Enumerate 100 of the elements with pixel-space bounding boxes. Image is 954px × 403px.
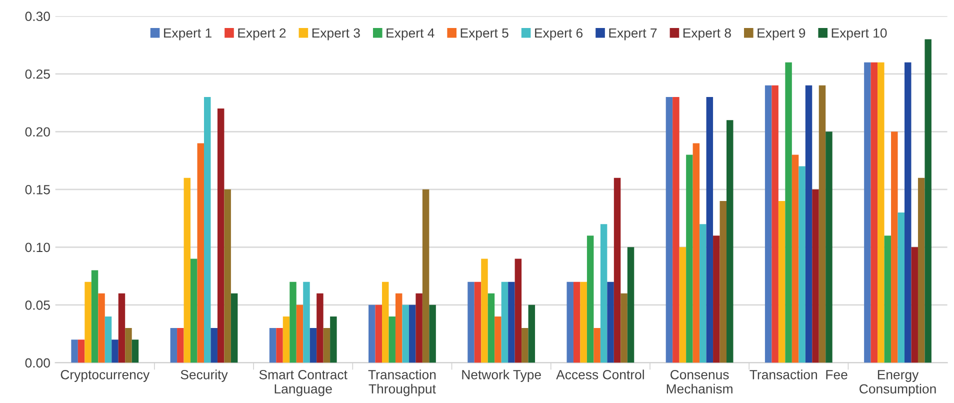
bar <box>170 328 178 363</box>
legend-label: Expert 10 <box>832 28 887 40</box>
bar <box>416 293 422 363</box>
bar <box>911 247 918 363</box>
bar <box>276 328 283 363</box>
bar <box>826 132 832 363</box>
bar <box>566 282 574 363</box>
bar <box>190 258 198 363</box>
bar <box>528 304 536 363</box>
bar <box>812 189 819 363</box>
bar <box>375 304 382 363</box>
legend-label: Expert 8 <box>683 28 731 40</box>
bar <box>884 236 892 363</box>
bar <box>282 316 290 363</box>
bar <box>84 282 92 363</box>
y-tick-label: 0.25 <box>25 69 50 79</box>
y-tick-label: 0.30 <box>25 12 50 22</box>
bar <box>686 154 693 363</box>
bar <box>132 340 139 363</box>
bar <box>798 166 806 363</box>
bar <box>713 236 720 363</box>
bar <box>429 304 436 363</box>
bar <box>700 224 706 363</box>
bar <box>586 236 594 363</box>
x-tick-label: Transaction Fee <box>750 370 848 380</box>
bar <box>217 108 224 363</box>
bar <box>112 340 118 363</box>
bar <box>422 189 430 363</box>
bar <box>600 224 608 363</box>
legend-label: Expert 9 <box>758 28 806 40</box>
bar <box>494 316 502 363</box>
bar <box>408 304 416 363</box>
bar <box>764 85 772 363</box>
legend-label: Expert 1 <box>164 28 212 40</box>
bar <box>230 293 238 363</box>
bar <box>672 96 680 363</box>
bar <box>594 328 600 363</box>
bar <box>924 39 932 363</box>
bar <box>898 212 905 363</box>
bar <box>177 328 184 363</box>
legend-label: Expert 4 <box>386 28 434 40</box>
bar <box>792 154 799 363</box>
bar <box>514 258 522 363</box>
bar <box>98 293 105 363</box>
bar <box>573 282 580 363</box>
bar <box>402 304 409 363</box>
bar <box>522 328 528 363</box>
bar <box>118 293 126 363</box>
legend-label: Expert 6 <box>535 28 583 40</box>
bar <box>772 85 778 363</box>
y-tick-label: 0.00 <box>25 358 50 368</box>
bar <box>508 282 515 363</box>
bar <box>720 200 727 363</box>
bar <box>269 328 276 363</box>
bar <box>368 304 376 363</box>
bar <box>388 316 396 363</box>
bar <box>785 62 792 363</box>
bar <box>481 258 488 363</box>
bar <box>382 282 389 363</box>
bar <box>501 282 508 363</box>
bar <box>607 282 614 363</box>
bar <box>474 282 482 363</box>
bar <box>330 316 337 363</box>
legend-label: Expert 7 <box>609 28 657 40</box>
bar <box>878 62 884 363</box>
bar <box>488 293 495 363</box>
bar <box>204 96 211 363</box>
y-tick-label: 0.20 <box>25 127 50 137</box>
y-tick-label: 0.15 <box>25 184 50 194</box>
bar <box>726 120 734 363</box>
bar <box>91 270 98 363</box>
x-tick-label: Access Control <box>556 370 644 380</box>
bar <box>706 96 714 363</box>
bar <box>679 247 686 363</box>
x-tick-label: Network Type <box>462 370 541 382</box>
bar <box>323 328 330 363</box>
bar <box>666 96 673 363</box>
legend-label: Expert 3 <box>312 28 360 40</box>
bar <box>614 178 621 363</box>
bar <box>580 282 587 363</box>
bar <box>864 62 871 363</box>
bar <box>184 178 191 363</box>
x-tick-label: Energy Consumption <box>860 370 936 396</box>
bar <box>197 143 204 363</box>
bar <box>296 304 304 363</box>
bar <box>125 328 132 363</box>
bar <box>71 340 78 363</box>
bar <box>224 189 231 363</box>
bar <box>78 340 85 363</box>
bar <box>805 85 812 363</box>
x-tick-label: Security <box>180 370 228 382</box>
bar <box>918 178 925 363</box>
bar <box>891 132 898 363</box>
x-tick-label: Consenus Mechanism <box>666 370 732 394</box>
x-tick-label: Transaction Throughput <box>368 370 436 396</box>
bar <box>395 293 402 363</box>
bar <box>303 282 310 363</box>
x-tick-label: Cryptocurrency <box>60 370 150 382</box>
bar <box>904 62 912 363</box>
bar <box>818 85 826 363</box>
